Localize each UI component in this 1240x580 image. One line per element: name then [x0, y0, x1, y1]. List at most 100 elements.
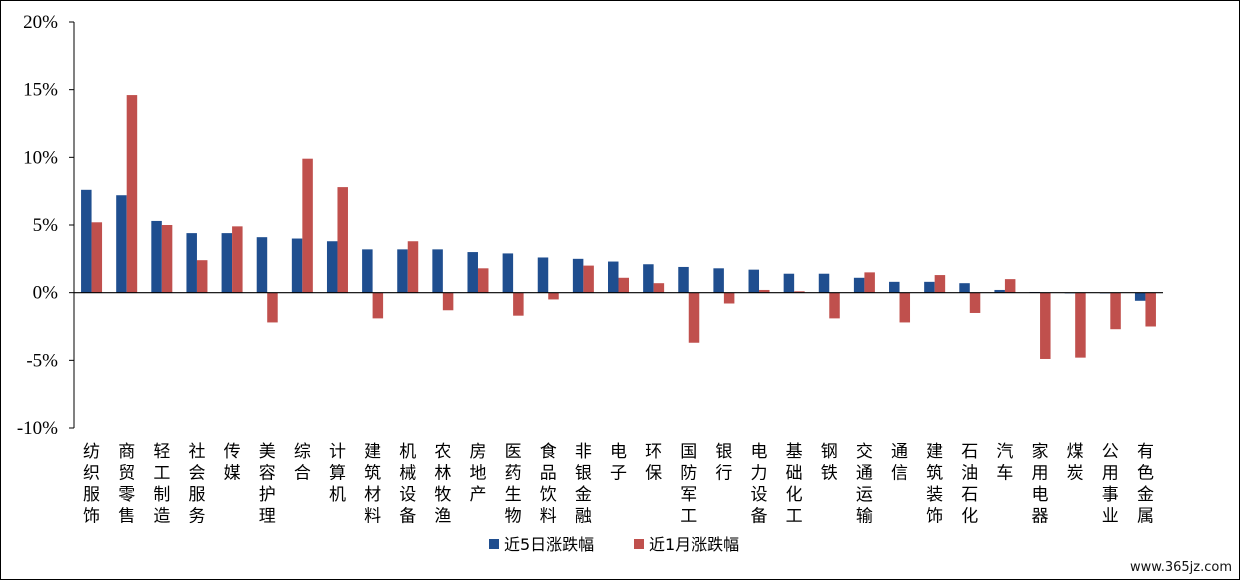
watermark-text: www.365jz.com — [1130, 560, 1232, 575]
bar-1m — [91, 222, 103, 293]
x-category-label: 食品饮料 — [540, 442, 557, 527]
y-tick-label: 10% — [23, 147, 58, 168]
bar-1m — [759, 289, 770, 293]
bar-1m — [899, 292, 911, 323]
bar-5d — [608, 261, 619, 293]
bar-5d — [678, 266, 689, 293]
legend-label-1m: 近1月涨跌幅 — [649, 535, 739, 554]
bar-5d — [748, 269, 760, 293]
bar-1m — [442, 292, 454, 311]
bar-1m — [1075, 292, 1086, 358]
bar-1m — [548, 292, 559, 300]
bar-5d — [291, 238, 303, 293]
bar-1m — [372, 292, 384, 319]
bar-1m — [723, 292, 735, 304]
bar-5d — [186, 233, 197, 293]
bar-5d — [783, 273, 795, 293]
bar-5d — [713, 268, 724, 293]
bar-5d — [326, 241, 338, 293]
x-category-label: 家用电器 — [1032, 442, 1049, 527]
bar-5d — [256, 237, 268, 293]
bar-1m — [688, 292, 700, 343]
legend-label-5d: 近5日涨跌幅 — [504, 535, 594, 554]
bar-1m — [618, 277, 629, 293]
x-category-label: 煤炭 — [1067, 442, 1084, 484]
bar-1m — [1040, 292, 1051, 359]
bar-5d — [116, 195, 127, 293]
x-category-label: 有色金属 — [1137, 442, 1154, 527]
x-category-label: 通信 — [891, 442, 908, 484]
x-category-label: 电力设备 — [751, 442, 768, 527]
bar-5d — [889, 281, 900, 293]
bar-1m — [337, 187, 348, 293]
x-category-label: 交通运输 — [856, 442, 873, 527]
y-tick-label: 15% — [23, 80, 58, 101]
x-category-label: 环保 — [645, 442, 662, 484]
x-category-label: 汽车 — [996, 442, 1013, 484]
x-category-label: 社会服务 — [188, 442, 205, 527]
bar-5d — [467, 252, 478, 293]
x-category-label: 传媒 — [224, 442, 241, 484]
bar-5d — [572, 258, 584, 293]
x-category-label: 国防军工 — [680, 442, 697, 527]
x-category-label: 商贸零售 — [118, 442, 135, 527]
legend-swatch-5d — [489, 539, 499, 549]
x-category-label: 石油石化 — [961, 442, 978, 527]
x-category-label: 建筑材料 — [364, 442, 381, 527]
x-category-label: 银行 — [715, 442, 732, 484]
x-category-label: 建筑装饰 — [926, 442, 943, 527]
bar-1m — [934, 275, 946, 293]
y-tick-label: 0% — [33, 283, 59, 304]
x-category-label: 农林牧渔 — [434, 442, 451, 527]
y-tick-label: -5% — [26, 350, 58, 371]
bar-1m — [864, 272, 875, 293]
bar-1m — [302, 158, 313, 293]
bar-1m — [969, 292, 981, 313]
x-category-label: 纺织服饰 — [83, 442, 100, 527]
bar-1m — [794, 291, 805, 293]
y-tick-label: 20% — [23, 12, 58, 33]
x-category-label: 综合 — [294, 442, 311, 484]
bar-5d — [502, 253, 514, 293]
bar-5d — [221, 233, 233, 293]
bar-5d — [994, 289, 1005, 293]
bar-5d — [151, 220, 162, 293]
bar-1m — [196, 260, 208, 293]
bar-5d — [959, 283, 970, 293]
y-tick-label: 5% — [33, 215, 59, 236]
bar-5d — [853, 277, 865, 293]
x-category-label: 公用事业 — [1102, 442, 1119, 527]
bar-5d — [818, 273, 830, 293]
x-category-label: 基础化工 — [786, 442, 803, 527]
bar-1m — [829, 292, 840, 319]
bar-5d — [537, 257, 549, 293]
bar-5d — [1134, 292, 1146, 301]
x-category-label: 机械设备 — [399, 442, 416, 527]
bar-1m — [513, 292, 524, 316]
bar-5d — [362, 249, 373, 293]
bar-1m — [1145, 292, 1156, 327]
bar-5d — [81, 189, 92, 293]
bar-1m — [477, 268, 489, 293]
bar-1m — [583, 265, 594, 293]
bar-5d — [397, 249, 408, 293]
x-category-label: 美容护理 — [259, 442, 276, 527]
bar-1m — [232, 226, 243, 293]
bar-1m — [161, 225, 173, 293]
bar-1m — [126, 95, 138, 293]
bar-1m — [267, 292, 278, 323]
x-category-label: 非银金融 — [575, 442, 592, 527]
x-category-label: 医药生物 — [505, 442, 522, 527]
x-category-label: 电子 — [610, 442, 627, 484]
bar-1m — [1004, 279, 1016, 293]
x-category-label: 计算机 — [329, 442, 346, 505]
bar-5d — [924, 281, 935, 293]
x-category-label: 房地产 — [469, 442, 486, 505]
bar-1m — [653, 283, 665, 293]
x-category-label: 钢铁 — [821, 442, 838, 484]
bar-5d — [432, 249, 443, 293]
y-tick-label: -10% — [17, 418, 58, 439]
bar-1m — [1110, 292, 1121, 330]
x-category-label: 轻工制造 — [153, 442, 170, 527]
